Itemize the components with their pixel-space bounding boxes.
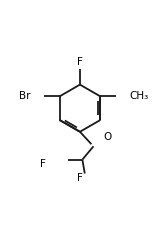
Text: CH₃: CH₃ <box>129 91 149 101</box>
Text: Br: Br <box>20 91 31 101</box>
Text: F: F <box>77 57 83 67</box>
Text: O: O <box>104 132 112 142</box>
Text: F: F <box>77 173 83 183</box>
Text: F: F <box>40 159 46 169</box>
